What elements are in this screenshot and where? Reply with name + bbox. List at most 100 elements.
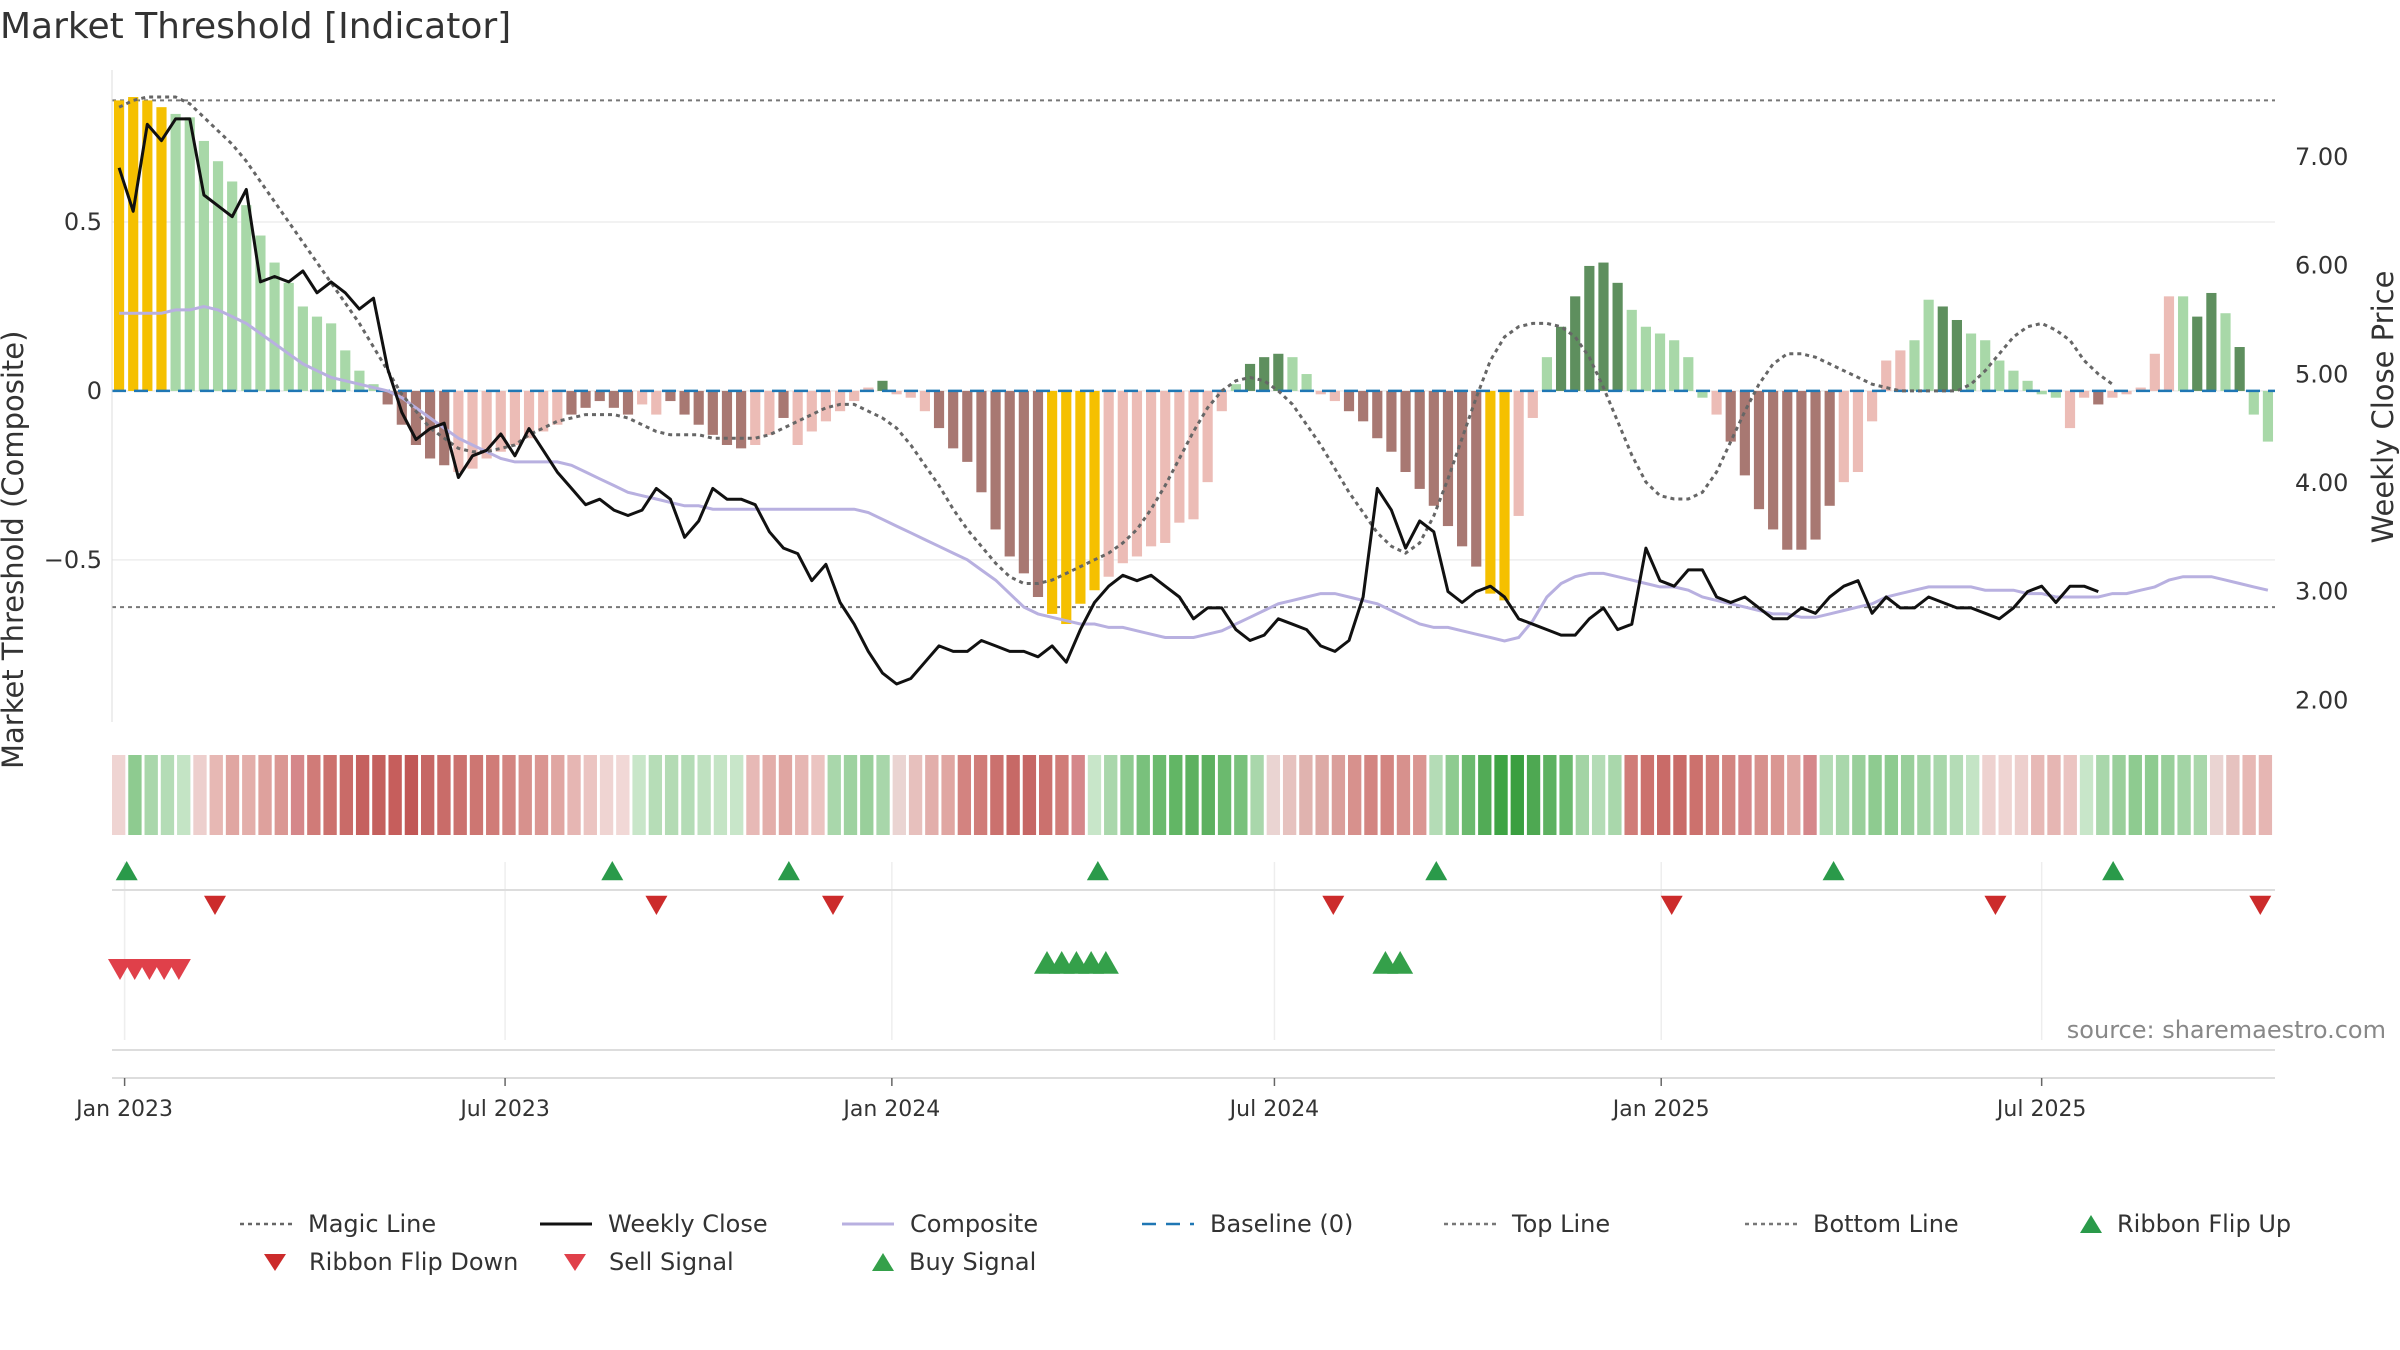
- ribbon-cell: [2258, 755, 2273, 835]
- histogram-bar: [1937, 306, 1948, 391]
- ribbon-cell: [908, 755, 923, 835]
- histogram-bar: [1584, 265, 1595, 391]
- histogram-bar: [919, 390, 930, 412]
- ribbon-cell: [1006, 755, 1020, 835]
- ribbon-cell: [746, 755, 760, 835]
- ribbon-cell: [307, 755, 321, 835]
- histogram-bar: [566, 390, 577, 415]
- histogram-bar: [1329, 390, 1340, 402]
- histogram-bar: [820, 390, 832, 422]
- y-right-tick-label: 4.00: [2295, 469, 2348, 497]
- ribbon-cell: [1039, 755, 1053, 835]
- ribbon-cell: [1478, 755, 1492, 835]
- legend-swatch-composite: [842, 1222, 894, 1226]
- legend-label: Sell Signal: [609, 1248, 734, 1276]
- ribbon-cell: [1819, 755, 1833, 835]
- ribbon-cell: [681, 755, 695, 835]
- histogram-bar: [665, 390, 676, 402]
- legend-item-buy: Buy Signal: [855, 1248, 1036, 1276]
- histogram-bar: [1315, 390, 1326, 395]
- ribbon-cell: [941, 755, 955, 835]
- ribbon-cell: [242, 755, 256, 835]
- ribbon-cell: [1722, 755, 1736, 835]
- legend-swatch-flip_up: [2080, 1215, 2102, 1233]
- ribbon-flip-down-marker: [204, 895, 226, 915]
- histogram-bar: [1739, 390, 1750, 476]
- ribbon-cell: [1884, 755, 1899, 835]
- histogram-bar: [863, 387, 874, 391]
- legend-label: Weekly Close: [608, 1210, 768, 1238]
- legend-item-sell: Sell Signal: [555, 1248, 734, 1276]
- histogram-bar: [509, 390, 521, 445]
- histogram-bar: [1555, 326, 1567, 391]
- ribbon-cell: [144, 755, 158, 835]
- ribbon-cell: [355, 755, 370, 835]
- legend-triangle-up: [872, 1253, 894, 1271]
- ribbon-cell: [1575, 755, 1590, 835]
- weekly-close-line: [117, 117, 2099, 686]
- histogram-bar: [1626, 309, 1637, 391]
- histogram-bar: [2192, 316, 2203, 391]
- histogram-bar: [1259, 357, 1270, 391]
- ribbon-cell: [486, 755, 500, 835]
- histogram-bar: [1386, 390, 1397, 452]
- histogram-bar: [2220, 313, 2231, 391]
- ribbon-cell: [128, 755, 142, 835]
- histogram-bar: [2064, 390, 2076, 429]
- ribbon-cell: [1543, 755, 1557, 835]
- ribbon-cell: [2014, 755, 2029, 835]
- ribbon-cell: [1982, 755, 1996, 835]
- legend-label: Top Line: [1512, 1210, 1611, 1238]
- ribbon-cell: [274, 755, 288, 835]
- histogram-bar: [2107, 390, 2118, 398]
- ribbon-cell: [843, 755, 858, 835]
- histogram-bar: [184, 117, 195, 391]
- histogram-bar: [1612, 282, 1623, 391]
- histogram-bar: [2135, 387, 2146, 391]
- ribbon-cell: [323, 755, 337, 835]
- histogram-bar: [2248, 390, 2259, 415]
- source-credit: source: sharemaestro.com: [2066, 1016, 2386, 1044]
- histogram-bar: [354, 370, 365, 391]
- ribbon-cell: [160, 755, 175, 835]
- histogram-bar: [948, 390, 959, 449]
- ribbon-cell: [1998, 755, 2012, 835]
- histogram-bar: [750, 390, 761, 445]
- histogram-bar: [736, 390, 747, 449]
- legend-item-magic: Magic Line: [238, 1210, 436, 1238]
- histogram-bar: [1725, 390, 1736, 442]
- histogram-bar: [2008, 370, 2019, 391]
- buy-signal-marker: [1092, 951, 1119, 974]
- ribbon-cell: [518, 755, 532, 835]
- magic-line: [118, 95, 2114, 585]
- ribbon-cell: [2161, 755, 2175, 835]
- legend-item-composite: Composite: [840, 1210, 1038, 1238]
- histogram-bar: [608, 390, 619, 408]
- histogram-bar: [1866, 390, 1878, 422]
- ribbon-cell: [209, 755, 223, 835]
- histogram-bar: [1923, 299, 1934, 391]
- ribbon-cell: [795, 755, 809, 835]
- ribbon-flip-down-marker: [1660, 895, 1683, 915]
- chart-title: Market Threshold [Indicator]: [0, 6, 512, 47]
- histogram-bar: [1697, 390, 1708, 398]
- histogram-bar: [1852, 390, 1864, 473]
- y-right-tick-label: 6.00: [2295, 252, 2348, 280]
- histogram-bar: [1202, 390, 1213, 483]
- histogram-bar: [1131, 390, 1143, 557]
- histogram-bar: [255, 235, 266, 391]
- histogram-bar: [2163, 296, 2175, 391]
- histogram-bar: [1669, 340, 1680, 391]
- ribbon-cell: [1868, 755, 1882, 835]
- histogram-bar: [382, 390, 393, 405]
- x-tick-label: Jan 2025: [1611, 1097, 1710, 1122]
- ribbon-cell: [258, 755, 272, 835]
- ribbon-cell: [1234, 755, 1248, 835]
- ribbon-cell: [502, 755, 516, 835]
- histogram-bar: [1471, 390, 1482, 567]
- ribbon-cell: [1949, 755, 1964, 835]
- ribbon-cell: [860, 755, 874, 835]
- histogram-bar: [905, 390, 916, 398]
- ribbon-cell: [1120, 755, 1134, 835]
- histogram-bar: [269, 262, 280, 391]
